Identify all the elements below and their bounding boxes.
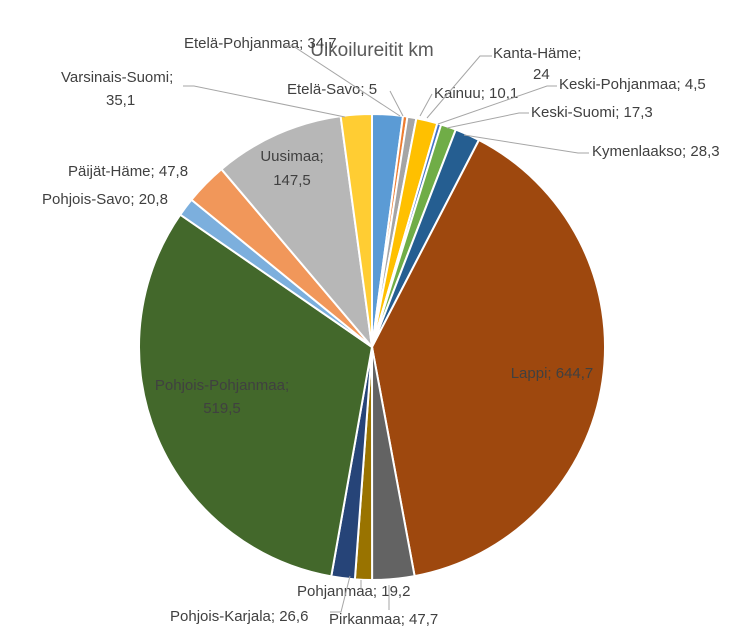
label-etela-savo: Etelä-Savo; 5 xyxy=(287,81,377,98)
label-etela-pohjanmaa: Etelä-Pohjanmaa; 34,7 xyxy=(184,35,337,52)
label-pohjanmaa: Pohjanmaa; 19,2 xyxy=(297,583,410,600)
label-uusimaa-value: 147,5 xyxy=(273,172,311,189)
label-uusimaa-name: Uusimaa; xyxy=(260,148,323,165)
label-kanta-hame-value: 24 xyxy=(533,66,550,83)
label-kainuu: Kainuu; 10,1 xyxy=(434,85,518,102)
label-uusimaa: Uusimaa; 147,5 xyxy=(260,148,323,189)
leader-kainuu xyxy=(419,93,433,117)
label-kanta-hame: Kanta-Häme; 24 xyxy=(493,45,581,83)
leader-kanta-hame xyxy=(426,55,492,119)
leader-varsinais-suomi xyxy=(183,85,346,118)
pie-slice-pohjois-pohjanmaa xyxy=(138,213,374,578)
label-pohjois-pohjanmaa: Pohjois-Pohjanmaa; 519,5 xyxy=(155,377,289,417)
label-varsinais-suomi-name: Varsinais-Suomi; xyxy=(61,69,173,86)
label-keski-suomi: Keski-Suomi; 17,3 xyxy=(531,104,653,121)
label-kymenlaakso: Kymenlaakso; 28,3 xyxy=(592,143,720,160)
pie-slices xyxy=(138,112,606,582)
label-varsinais-suomi-value: 35,1 xyxy=(106,92,135,109)
leader-pohjois-karjala xyxy=(330,575,351,613)
label-kanta-hame-name: Kanta-Häme; xyxy=(493,45,581,62)
chart-title: Ulkoilureitit km xyxy=(310,40,434,61)
label-pohjois-pohjanmaa-value: 519,5 xyxy=(203,400,241,417)
leader-keski-suomi xyxy=(446,112,529,129)
label-pohjois-pohjanmaa-name: Pohjois-Pohjanmaa; xyxy=(155,377,289,394)
label-pohjois-karjala: Pohjois-Karjala; 26,6 xyxy=(170,608,308,625)
label-pirkanmaa: Pirkanmaa; 47,7 xyxy=(329,611,438,628)
leader-keski-pohjanmaa xyxy=(437,85,557,125)
label-varsinais-suomi: Varsinais-Suomi; 35,1 xyxy=(61,69,173,109)
label-keski-pohjanmaa: Keski-Pohjanmaa; 4,5 xyxy=(559,76,706,93)
leader-etela-pohjanmaa xyxy=(284,45,401,117)
label-paijat-hame: Päijät-Häme; 47,8 xyxy=(68,163,188,180)
leaders-static xyxy=(183,45,589,613)
pie-slice-lappi xyxy=(370,138,606,578)
label-pohjois-savo: Pohjois-Savo; 20,8 xyxy=(42,191,168,208)
leader-kymenlaakso xyxy=(463,134,589,154)
leader-etela-savo xyxy=(389,90,404,117)
label-lappi: Lappi; 644,7 xyxy=(511,365,594,382)
pie-slice-uusimaa xyxy=(220,114,374,351)
